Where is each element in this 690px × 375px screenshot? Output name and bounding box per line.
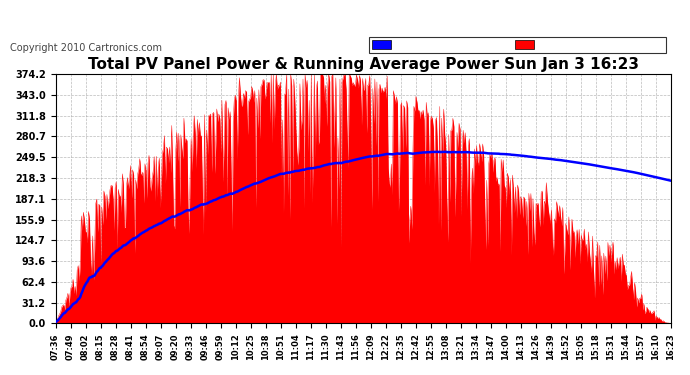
Legend: Average  (DC Watts), PV Panels  (DC Watts): Average (DC Watts), PV Panels (DC Watts) bbox=[368, 37, 666, 52]
Text: Copyright 2010 Cartronics.com: Copyright 2010 Cartronics.com bbox=[10, 43, 162, 53]
Title: Total PV Panel Power & Running Average Power Sun Jan 3 16:23: Total PV Panel Power & Running Average P… bbox=[88, 57, 638, 72]
